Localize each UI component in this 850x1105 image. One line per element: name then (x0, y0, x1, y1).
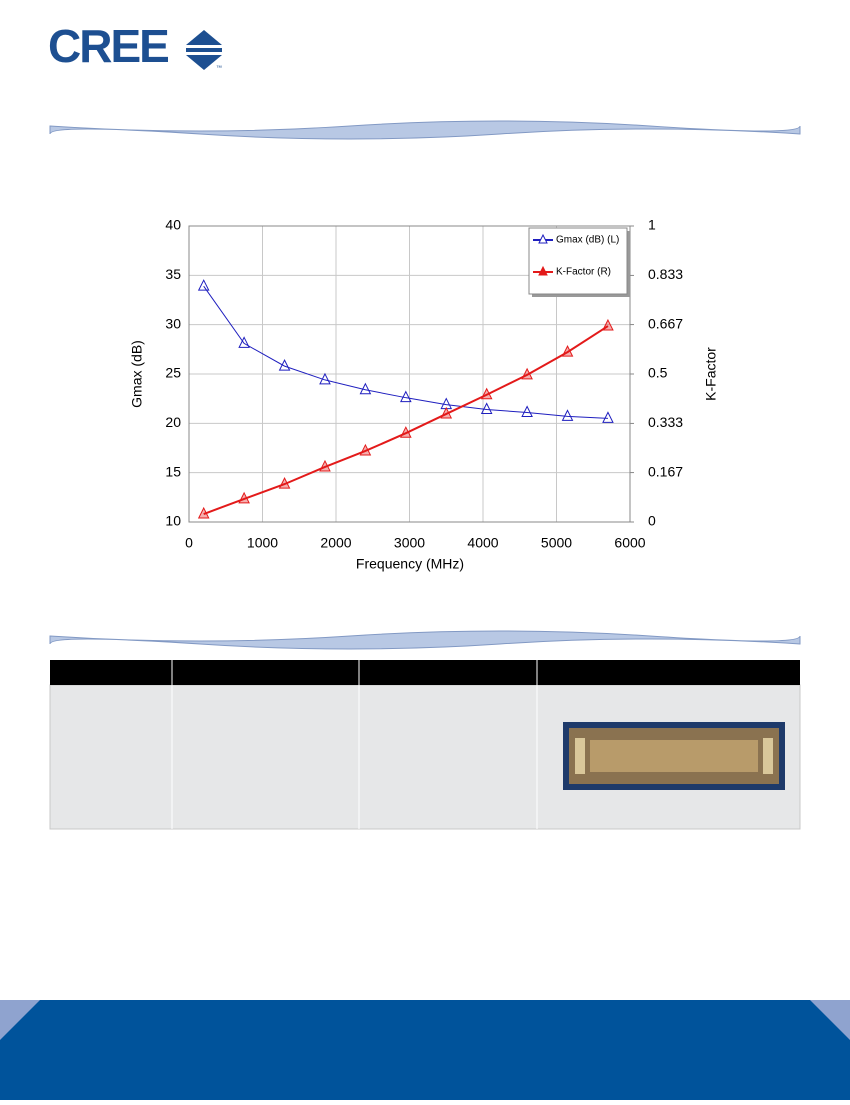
series-line (203, 285, 608, 419)
legend-marker (538, 233, 548, 244)
footer-corner (0, 1000, 40, 1040)
y-tick-label: 15 (165, 463, 181, 479)
data-point (238, 491, 250, 504)
separator (49, 630, 801, 650)
y-tick-label: 20 (165, 414, 181, 430)
y-tick-label: 25 (165, 365, 181, 381)
data-point (561, 409, 574, 421)
data-point (238, 336, 250, 348)
logo-text: CREE (48, 20, 168, 72)
data-point (440, 406, 453, 419)
y2-tick-label: 0 (648, 513, 656, 529)
data-point (602, 318, 614, 331)
logo-tm: ™ (216, 65, 222, 72)
data-point (400, 426, 412, 438)
data-point (197, 279, 210, 291)
x-tick-label: 2000 (320, 535, 351, 551)
data-point (319, 372, 331, 385)
series-line (203, 325, 609, 515)
y2-tick-label: 0.5 (648, 365, 668, 381)
data-point (602, 411, 614, 423)
footer-band (0, 1000, 850, 1100)
legend-marker (538, 265, 548, 276)
plot-frame (188, 225, 631, 523)
logo-mark (186, 30, 222, 70)
separator (49, 120, 801, 140)
table-header (50, 660, 800, 685)
x-tick-label: 0 (185, 535, 193, 551)
legend-label: K-Factor (R) (556, 267, 611, 278)
x-tick-label: 6000 (614, 535, 645, 551)
data-point (197, 506, 210, 519)
x-tick-label: 3000 (394, 535, 425, 551)
data-point (359, 443, 372, 456)
data-point (521, 405, 533, 417)
y-tick-label: 10 (165, 513, 181, 529)
x-tick-label: 1000 (247, 535, 278, 551)
y2-tick-label: 1 (648, 217, 656, 233)
x-axis-title: Frequency (MHz) (356, 556, 464, 572)
footer-corner (810, 1000, 850, 1040)
data-point (400, 390, 412, 403)
data-point (278, 358, 291, 371)
y2-tick-label: 0.333 (648, 414, 683, 430)
y2-tick-label: 0.833 (648, 266, 683, 282)
y-axis-title: Gmax (dB) (129, 340, 145, 408)
logo-bar (186, 48, 222, 52)
x-tick-label: 4000 (467, 535, 498, 551)
x-tick-label: 5000 (541, 535, 572, 551)
y-tick-label: 40 (165, 217, 181, 233)
die-photo (563, 722, 785, 790)
data-point (480, 387, 493, 400)
y2-axis-title: K-Factor (703, 347, 719, 401)
data-point (278, 476, 291, 489)
data-point (319, 459, 331, 472)
y2-tick-label: 0.667 (648, 315, 683, 331)
y2-tick-label: 0.167 (648, 463, 683, 479)
data-point (480, 402, 493, 415)
data-point (359, 382, 372, 395)
legend-label: Gmax (dB) (L) (556, 235, 619, 246)
y-tick-label: 30 (165, 315, 181, 331)
data-point (521, 367, 533, 380)
data-point (561, 344, 574, 357)
y-tick-label: 35 (165, 266, 181, 282)
